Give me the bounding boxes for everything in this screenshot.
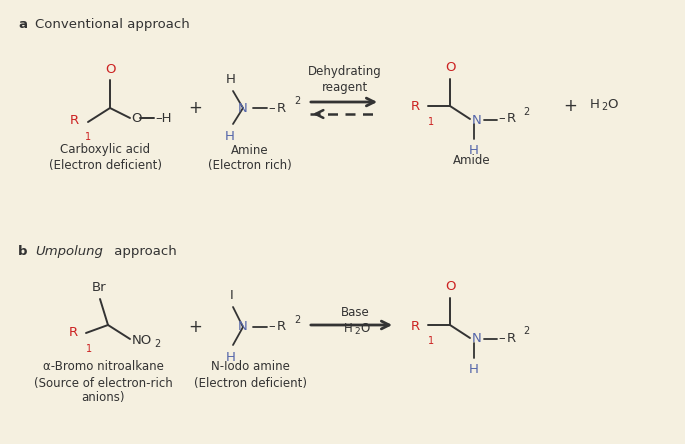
Text: 1: 1 xyxy=(86,344,92,354)
Text: 2: 2 xyxy=(294,96,300,106)
Text: +: + xyxy=(563,97,577,115)
Text: 2: 2 xyxy=(601,102,607,112)
Text: approach: approach xyxy=(110,245,177,258)
Text: N-Iodo amine: N-Iodo amine xyxy=(210,361,290,373)
Text: 2: 2 xyxy=(354,328,360,337)
Text: anions): anions) xyxy=(82,391,125,404)
Text: –H: –H xyxy=(155,111,171,124)
Text: – R: – R xyxy=(269,321,286,333)
Text: 2: 2 xyxy=(523,326,530,336)
Text: R: R xyxy=(69,326,78,340)
Text: H: H xyxy=(225,130,235,143)
Text: O: O xyxy=(131,111,142,124)
Text: 1: 1 xyxy=(85,132,91,142)
Text: +: + xyxy=(188,99,202,117)
Text: H: H xyxy=(226,73,236,86)
Text: 1: 1 xyxy=(428,336,434,346)
Text: b: b xyxy=(18,245,27,258)
Text: NO: NO xyxy=(132,333,152,346)
Text: R: R xyxy=(411,320,420,333)
Text: H: H xyxy=(590,98,600,111)
Text: Carboxylic acid: Carboxylic acid xyxy=(60,143,150,156)
Text: R: R xyxy=(70,115,79,127)
Text: O: O xyxy=(445,280,456,293)
Text: N: N xyxy=(472,333,482,345)
Text: a: a xyxy=(18,18,27,31)
Text: Amine: Amine xyxy=(232,143,269,156)
Text: 2: 2 xyxy=(154,339,160,349)
Text: N: N xyxy=(238,321,248,333)
Text: O: O xyxy=(105,63,115,76)
Text: O: O xyxy=(445,61,456,74)
Text: 1: 1 xyxy=(428,117,434,127)
Text: +: + xyxy=(188,318,202,336)
Text: N: N xyxy=(472,114,482,127)
Text: 2: 2 xyxy=(523,107,530,117)
Text: Dehydrating: Dehydrating xyxy=(308,66,382,79)
Text: Umpolung: Umpolung xyxy=(35,245,103,258)
Text: α-Bromo nitroalkane: α-Bromo nitroalkane xyxy=(42,361,164,373)
Text: O: O xyxy=(607,98,617,111)
Text: H: H xyxy=(469,363,479,376)
Text: reagent: reagent xyxy=(322,80,368,94)
Text: (Electron deficient): (Electron deficient) xyxy=(193,377,306,389)
Text: O: O xyxy=(360,322,369,336)
Text: Conventional approach: Conventional approach xyxy=(35,18,190,31)
Text: – R: – R xyxy=(499,332,516,345)
Text: H: H xyxy=(344,322,353,336)
Text: (Electron rich): (Electron rich) xyxy=(208,159,292,173)
Text: I: I xyxy=(230,289,234,302)
Text: N: N xyxy=(238,102,248,115)
Text: – R: – R xyxy=(269,102,286,115)
Text: R: R xyxy=(411,100,420,114)
Text: Base: Base xyxy=(340,305,369,318)
Text: (Electron deficient): (Electron deficient) xyxy=(49,159,162,173)
Text: Br: Br xyxy=(92,281,106,294)
Text: – R: – R xyxy=(499,112,516,126)
Text: (Source of electron-rich: (Source of electron-rich xyxy=(34,377,173,389)
Text: Amide: Amide xyxy=(453,155,491,167)
Text: 2: 2 xyxy=(294,315,300,325)
Text: H: H xyxy=(226,351,236,364)
Text: H: H xyxy=(469,144,479,157)
